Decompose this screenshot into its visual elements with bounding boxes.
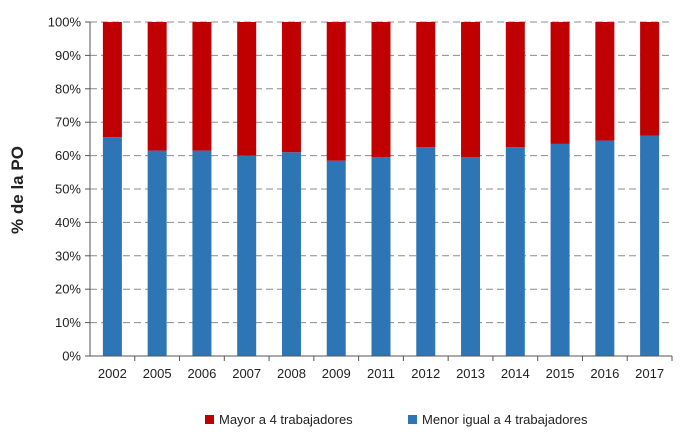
bar-segment	[326, 160, 346, 356]
y-tick-label: 20%	[55, 282, 81, 297]
y-axis-title: % de la PO	[8, 146, 27, 234]
bar-segment	[640, 22, 660, 136]
y-tick-label: 90%	[55, 48, 81, 63]
bar-segment	[371, 22, 391, 158]
bar-segment	[550, 143, 570, 356]
bar-segment	[505, 22, 525, 148]
x-tick-label: 2008	[277, 366, 306, 381]
x-tick-label: 2007	[232, 366, 261, 381]
x-tick-label: 2009	[322, 366, 351, 381]
axes	[89, 22, 672, 357]
bar-segment	[192, 22, 212, 151]
x-tick-label: 2002	[98, 366, 127, 381]
bar-segment	[237, 155, 257, 356]
x-tick-label: 2014	[501, 366, 530, 381]
legend-swatch	[205, 415, 214, 424]
y-tick-label: 70%	[55, 115, 81, 130]
legend-label: Mayor a 4 trabajadores	[219, 412, 353, 427]
legend-label: Menor igual a 4 trabajadores	[422, 412, 588, 427]
y-tick-label: 50%	[55, 182, 81, 197]
y-tick-label: 0%	[62, 349, 81, 364]
x-tick-label: 2012	[411, 366, 440, 381]
x-tick-label: 2005	[143, 366, 172, 381]
x-tick-label: 2013	[456, 366, 485, 381]
bar-segment	[640, 135, 660, 356]
bar-segment	[461, 22, 481, 158]
y-tick-label: 80%	[55, 81, 81, 96]
bar-segment	[102, 22, 122, 138]
bar-segment	[595, 140, 615, 356]
x-tick-label: 2006	[187, 366, 216, 381]
x-tick-label: 2016	[590, 366, 619, 381]
bar-segment	[416, 22, 436, 148]
bar-segment	[550, 22, 570, 144]
bar-segment	[505, 147, 525, 356]
y-tick-label: 30%	[55, 248, 81, 263]
bar-segment	[147, 22, 167, 151]
bars	[102, 22, 660, 356]
x-tick-label: 2015	[546, 366, 575, 381]
bar-segment	[237, 22, 257, 156]
legend-swatch	[408, 415, 417, 424]
bar-segment	[281, 22, 301, 153]
y-tick-labels: 0% 10% 20% 30% 40% 50% 60% 70% 80% 90% 100%	[48, 15, 82, 364]
bar-segment	[102, 137, 122, 356]
bar-segment	[147, 150, 167, 356]
y-tick-label: 60%	[55, 148, 81, 163]
x-tick-label: 2011	[367, 366, 395, 381]
y-tick-label: 10%	[55, 315, 81, 330]
bar-segment	[416, 147, 436, 356]
bar-segment	[461, 157, 481, 356]
bar-segment	[326, 22, 346, 161]
legend: Mayor a 4 trabajadores Menor igual a 4 tr…	[205, 412, 588, 427]
bar-segment	[371, 157, 391, 356]
bar-segment	[192, 150, 212, 356]
x-tick-labels: 2002 2005 2006 2007 2008 2009 2011 2012 2013 2014…	[98, 356, 673, 381]
bar-segment	[595, 22, 615, 141]
y-tick-label: 40%	[55, 215, 81, 230]
x-tick-label: 2017	[635, 366, 664, 381]
y-tick-label: 100%	[48, 15, 82, 30]
bar-segment	[281, 152, 301, 356]
